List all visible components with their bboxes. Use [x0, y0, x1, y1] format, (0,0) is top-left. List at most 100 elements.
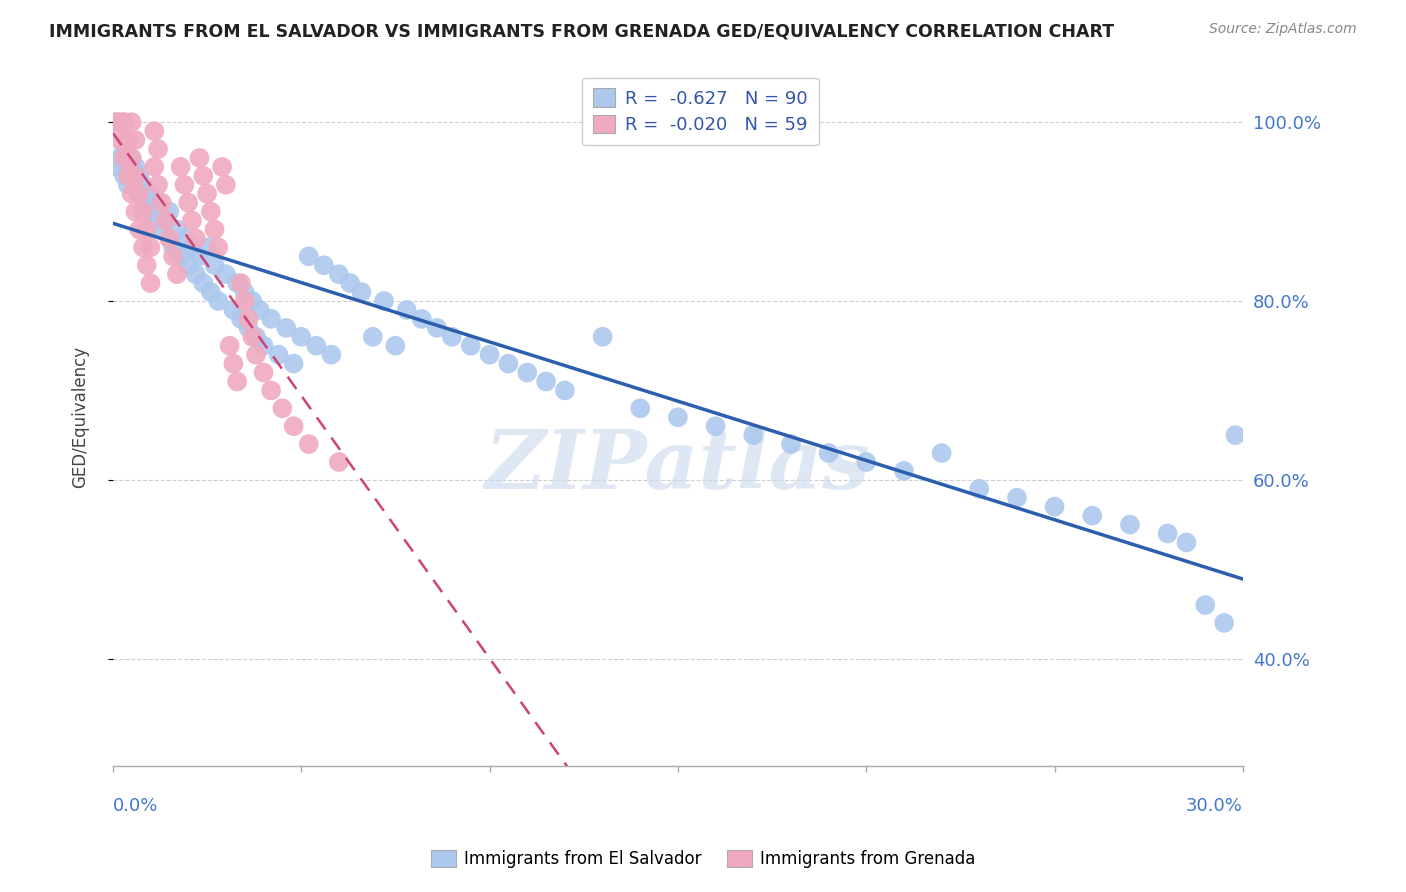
Point: [146, 142, 169, 156]
Legend: R =  -0.627   N = 90, R =  -0.020   N = 59: R = -0.627 N = 90, R = -0.020 N = 59: [582, 78, 818, 145]
Point: [218, 339, 240, 353]
Point: [132, 204, 155, 219]
Y-axis label: GED/Equivalency: GED/Equivalency: [72, 346, 89, 488]
Point: [155, 213, 177, 227]
Point: [1213, 615, 1236, 630]
Point: [233, 293, 256, 308]
Point: [215, 267, 238, 281]
Point: [132, 186, 155, 201]
Point: [139, 186, 162, 201]
Point: [173, 231, 195, 245]
Point: [188, 249, 211, 263]
Point: [124, 133, 146, 147]
Point: [135, 195, 157, 210]
Point: [1194, 598, 1216, 612]
Point: [411, 312, 433, 326]
Point: [215, 178, 238, 192]
Point: [121, 151, 143, 165]
Point: [121, 151, 143, 165]
Point: [233, 285, 256, 299]
Point: [592, 330, 614, 344]
Point: [195, 186, 218, 201]
Point: [260, 384, 283, 398]
Point: [211, 160, 233, 174]
Point: [121, 160, 143, 174]
Point: [298, 249, 321, 263]
Point: [117, 169, 139, 183]
Point: [969, 482, 991, 496]
Point: [395, 302, 418, 317]
Point: [112, 142, 135, 156]
Point: [305, 339, 328, 353]
Point: [128, 178, 150, 192]
Point: [143, 213, 166, 227]
Point: [1119, 517, 1142, 532]
Point: [931, 446, 953, 460]
Point: [110, 133, 132, 147]
Text: IMMIGRANTS FROM EL SALVADOR VS IMMIGRANTS FROM GRENADA GED/EQUIVALENCY CORRELATI: IMMIGRANTS FROM EL SALVADOR VS IMMIGRANT…: [49, 22, 1115, 40]
Point: [146, 195, 169, 210]
Point: [184, 231, 207, 245]
Point: [229, 276, 252, 290]
Point: [105, 115, 128, 129]
Point: [121, 115, 143, 129]
Point: [460, 339, 482, 353]
Point: [112, 115, 135, 129]
Point: [350, 285, 373, 299]
Point: [271, 401, 294, 416]
Point: [283, 357, 305, 371]
Point: [260, 312, 283, 326]
Point: [298, 437, 321, 451]
Point: [177, 258, 200, 272]
Point: [124, 204, 146, 219]
Point: [121, 186, 143, 201]
Point: [139, 204, 162, 219]
Point: [139, 240, 162, 254]
Point: [478, 348, 501, 362]
Point: [117, 178, 139, 192]
Point: [146, 178, 169, 192]
Point: [666, 410, 689, 425]
Legend: Immigrants from El Salvador, Immigrants from Grenada: Immigrants from El Salvador, Immigrants …: [425, 843, 981, 875]
Point: [204, 258, 226, 272]
Point: [132, 240, 155, 254]
Point: [162, 249, 184, 263]
Point: [166, 222, 188, 236]
Point: [893, 464, 915, 478]
Point: [207, 293, 229, 308]
Point: [373, 293, 395, 308]
Point: [169, 160, 191, 174]
Point: [222, 357, 245, 371]
Point: [516, 366, 538, 380]
Point: [222, 302, 245, 317]
Point: [207, 240, 229, 254]
Point: [817, 446, 839, 460]
Point: [245, 348, 267, 362]
Point: [628, 401, 651, 416]
Point: [162, 240, 184, 254]
Point: [193, 276, 215, 290]
Point: [245, 330, 267, 344]
Point: [169, 249, 191, 263]
Point: [124, 169, 146, 183]
Point: [155, 213, 177, 227]
Point: [1225, 428, 1247, 442]
Point: [440, 330, 463, 344]
Point: [240, 293, 263, 308]
Point: [1081, 508, 1104, 523]
Point: [1156, 526, 1178, 541]
Point: [1175, 535, 1198, 549]
Point: [184, 267, 207, 281]
Point: [204, 222, 226, 236]
Point: [704, 419, 727, 434]
Point: [195, 240, 218, 254]
Point: [157, 231, 180, 245]
Point: [240, 330, 263, 344]
Text: ZIPatlas: ZIPatlas: [485, 426, 870, 506]
Point: [117, 133, 139, 147]
Point: [181, 240, 204, 254]
Point: [328, 267, 350, 281]
Point: [742, 428, 765, 442]
Point: [135, 258, 157, 272]
Text: 30.0%: 30.0%: [1187, 797, 1243, 814]
